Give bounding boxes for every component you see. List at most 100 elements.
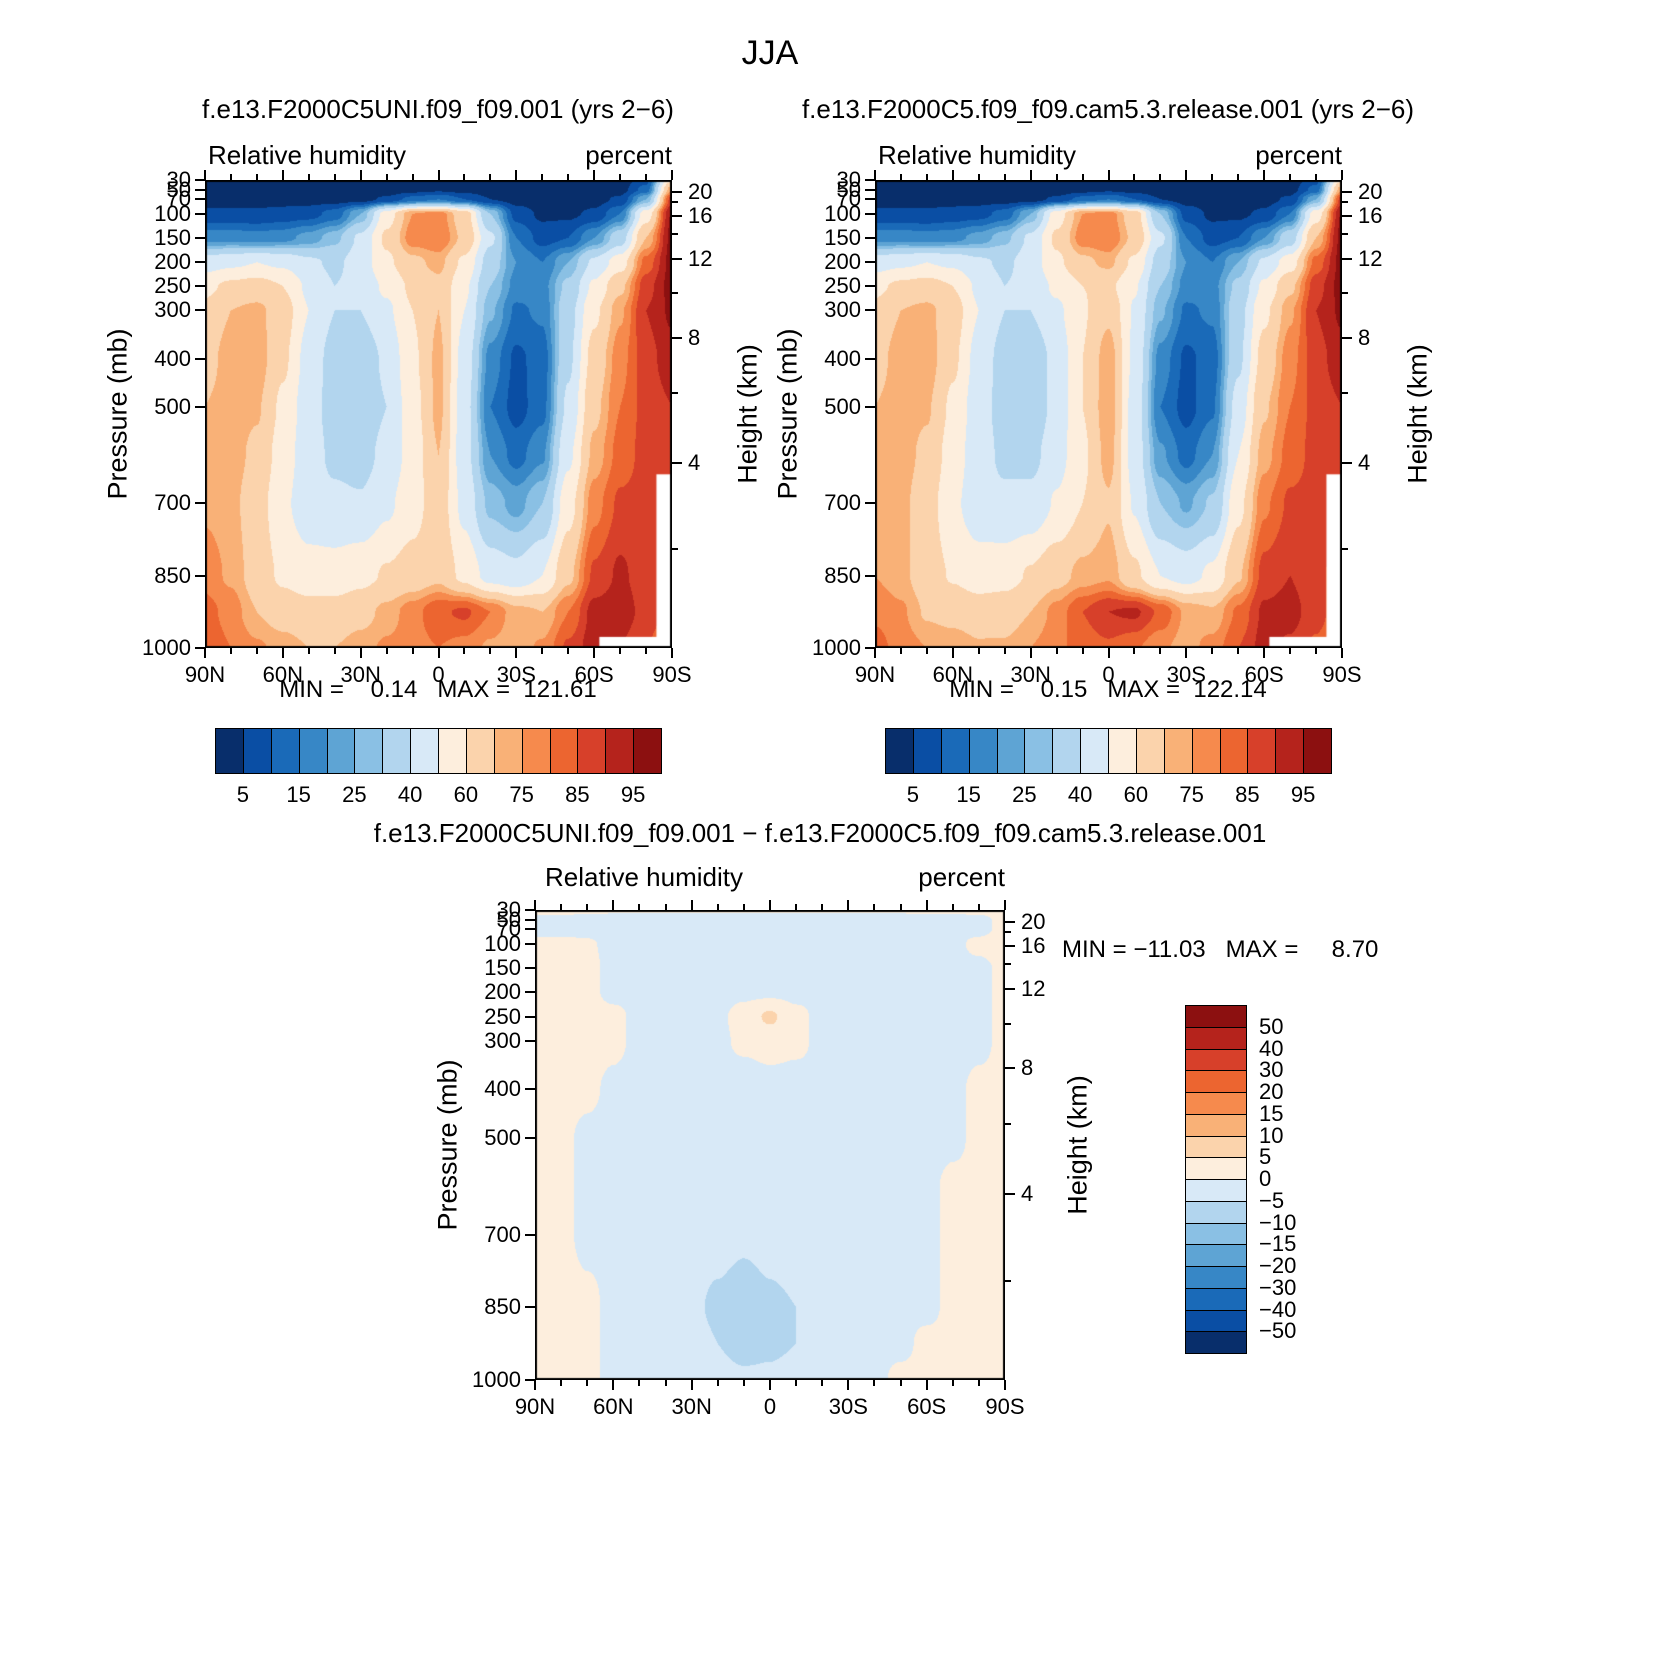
x-axis-minor-tick: [873, 1380, 876, 1386]
pressure-tick-label: 100: [824, 200, 861, 226]
x-axis-major-tick: [612, 900, 615, 910]
x-axis-minor-tick: [255, 174, 258, 180]
x-tick-label: 0: [432, 662, 445, 687]
x-axis-minor-tick: [1003, 174, 1006, 180]
x-axis-minor-tick: [1003, 648, 1006, 654]
x-axis-major-tick: [534, 900, 536, 910]
x-axis-minor-tick: [645, 648, 648, 654]
colorbar-cell: [354, 728, 383, 774]
colorbar-tick-label: 10: [1259, 1122, 1284, 1148]
x-axis-major-tick: [847, 1380, 850, 1390]
pressure-axis-tick: [195, 188, 205, 191]
x-axis-major-tick: [1185, 170, 1188, 180]
x-axis-major-tick: [671, 648, 673, 658]
x-axis-minor-tick: [1055, 648, 1058, 654]
x-axis-major-tick: [204, 170, 206, 180]
pressure-tick-label: 150: [824, 224, 861, 250]
main-title: JJA: [741, 34, 799, 72]
colorbar-tick-label: 15: [1259, 1100, 1284, 1126]
colorbar-tick-label: 30: [1259, 1057, 1284, 1083]
colorbar-cell: [522, 728, 551, 774]
x-axis-major-tick: [1341, 170, 1343, 180]
pressure-tick-label: 70: [836, 186, 861, 212]
colorbar-tick-label: 50: [1259, 1013, 1284, 1039]
x-tick-label: 30N: [1010, 662, 1051, 687]
colorbar-cell: [1185, 1179, 1247, 1202]
pressure-axis-tick: [195, 212, 205, 215]
contour-plot-diff: [535, 910, 1005, 1380]
x-axis-major-tick: [1004, 1380, 1006, 1390]
height-tick-label: 8: [688, 324, 701, 350]
x-tick-label: 90S: [652, 662, 692, 687]
height-axis-label-diff: Height (km): [1062, 1075, 1093, 1215]
colorbar-tick-label: 5: [1259, 1144, 1272, 1170]
x-axis-major-tick: [281, 170, 284, 180]
x-axis-major-tick: [874, 648, 876, 658]
colorbar-cell: [382, 728, 411, 774]
colorbar-cell: [1185, 1005, 1247, 1028]
pressure-axis-tick: [195, 405, 205, 408]
x-axis-major-tick: [690, 1380, 693, 1390]
x-axis-major-tick: [1263, 170, 1266, 180]
x-axis-major-tick: [1107, 170, 1110, 180]
colorbar-tick-label: 85: [565, 782, 590, 807]
colorbar-cell: [494, 728, 523, 774]
contour-plot-case1: [205, 180, 672, 648]
x-axis-major-tick: [204, 648, 206, 658]
colorbar-cell: [605, 728, 634, 774]
field-label-case2: Relative humidity: [878, 140, 1076, 170]
x-axis-minor-tick: [742, 1380, 745, 1386]
colorbar-tick-label: 85: [1235, 782, 1260, 807]
pressure-tick-label: 70: [166, 186, 191, 212]
pressure-axis-tick: [525, 928, 535, 931]
colorbar-cell: [1185, 1114, 1247, 1137]
colorbar-tick-label: −40: [1259, 1296, 1297, 1322]
height-axis-minor-tick: [672, 392, 678, 395]
x-axis-major-tick: [769, 1380, 771, 1390]
x-axis-minor-tick: [463, 648, 466, 654]
height-tick-label: 16: [688, 202, 713, 228]
x-axis-minor-tick: [586, 1380, 589, 1386]
x-tick-label: 90S: [1322, 662, 1362, 687]
x-axis-major-tick: [1263, 648, 1266, 658]
x-axis-minor-tick: [1315, 174, 1318, 180]
pressure-axis-tick: [865, 212, 875, 215]
x-axis-minor-tick: [307, 648, 310, 654]
colorbar-cell: [243, 728, 272, 774]
x-axis-major-tick: [437, 648, 440, 658]
pressure-axis-tick: [525, 942, 535, 945]
height-tick-label: 8: [1021, 1055, 1034, 1081]
height-tick-label: 16: [1358, 202, 1383, 228]
colorbar-cell: [410, 728, 439, 774]
pressure-tick-label: 250: [154, 273, 191, 299]
colorbar-cell: [1024, 728, 1053, 774]
x-axis-minor-tick: [229, 648, 232, 654]
x-axis-minor-tick: [873, 904, 876, 910]
pressure-axis-tick: [525, 1233, 535, 1236]
height-axis-label-case1: Height (km): [732, 344, 763, 484]
colorbar-cell: [1185, 1310, 1247, 1332]
height-axis-tick: [1005, 921, 1015, 924]
x-axis-minor-tick: [899, 648, 902, 654]
colorbar-cell: [913, 728, 942, 774]
x-axis-major-tick: [534, 1380, 536, 1390]
x-axis-minor-tick: [1211, 648, 1214, 654]
pressure-axis-tick: [525, 1379, 535, 1381]
height-axis-minor-tick: [672, 233, 678, 236]
height-tick-label: 12: [1021, 976, 1046, 1002]
colorbar-tick-label: 5: [236, 782, 249, 807]
colorbar-cell: [1136, 728, 1165, 774]
height-axis-tick: [1342, 336, 1352, 339]
height-axis-minor-tick: [1342, 292, 1348, 295]
x-axis-major-tick: [359, 648, 362, 658]
x-axis-minor-tick: [463, 174, 466, 180]
colorbar-tick-label: −5: [1259, 1187, 1285, 1213]
colorbar-tick-label: 0: [1259, 1166, 1272, 1191]
x-axis-minor-tick: [1055, 174, 1058, 180]
colorbar-tick-label: 95: [1290, 782, 1316, 807]
x-axis-minor-tick: [307, 174, 310, 180]
pressure-axis-tick: [525, 1306, 535, 1309]
colorbar-cell: [1080, 728, 1109, 774]
colorbar-cell: [941, 728, 970, 774]
pressure-tick-label: 30: [836, 167, 861, 192]
